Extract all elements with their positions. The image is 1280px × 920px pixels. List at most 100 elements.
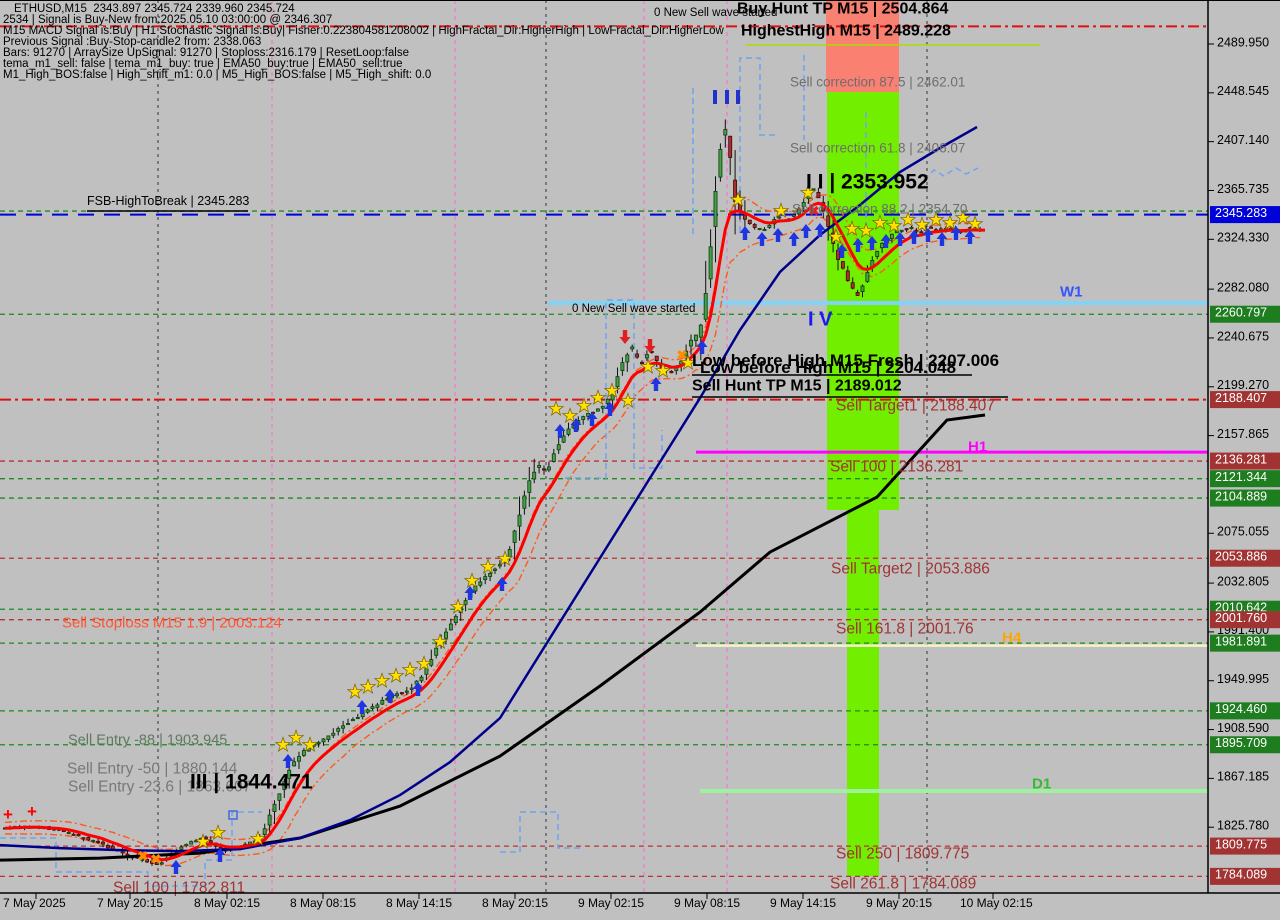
- bear-candle: [76, 833, 81, 837]
- star-signal-icon: ★: [431, 632, 448, 653]
- bull-candle: [806, 192, 811, 200]
- bull-candle: [321, 738, 326, 743]
- bull-candle: [537, 465, 542, 468]
- star-signal-icon: ★: [913, 215, 930, 236]
- bull-candle: [507, 549, 512, 557]
- bull-candle: [184, 844, 189, 847]
- sell-250-label: Sell 250 | 1809.775: [836, 845, 969, 862]
- bull-candle: [292, 761, 297, 767]
- price-axis-label: 2157.865: [1217, 427, 1269, 441]
- star-signal-icon: ★: [827, 227, 844, 248]
- bear-candle: [836, 249, 840, 260]
- buy-hunt-tp-label: Buy Hunt TP M15 | 2504.864: [737, 0, 948, 17]
- wave-ii-price-label: I I | 2353.952: [806, 170, 929, 193]
- price-badge-green: [1210, 634, 1280, 652]
- buy-arrow-icon: [496, 577, 508, 591]
- bull-candle: [880, 242, 885, 249]
- price-badge-label: 2010.642: [1215, 601, 1267, 615]
- bull-candle: [375, 704, 380, 708]
- buy-arrow-icon: [814, 223, 826, 237]
- bull-candle: [272, 803, 277, 812]
- bull-candle: [703, 293, 708, 320]
- bull-candle: [287, 769, 292, 779]
- bull-candle: [811, 188, 816, 191]
- bear-candle: [150, 860, 154, 864]
- bear-candle: [203, 836, 208, 840]
- bull-candle: [370, 706, 375, 709]
- bull-candle: [453, 615, 458, 624]
- fractal-step-line: [0, 811, 262, 887]
- bull-candle: [140, 858, 145, 861]
- bull-candle: [762, 229, 767, 232]
- price-axis-label: 2032.805: [1217, 574, 1269, 588]
- bull-candle: [306, 746, 311, 752]
- bull-candle: [336, 728, 341, 732]
- bull-candle: [194, 840, 199, 843]
- bear-candle: [747, 219, 752, 224]
- price-badge-green: [1210, 305, 1280, 323]
- price-axis-label: 2448.545: [1217, 84, 1269, 98]
- buy-arrow-icon: [852, 238, 864, 252]
- bull-candle: [615, 376, 620, 388]
- bear-candle: [635, 353, 640, 358]
- buy-arrow-icon: [788, 232, 800, 246]
- bear-candle: [733, 179, 738, 202]
- time-axis-label: 7 May 2025: [3, 896, 66, 910]
- buy-arrow-icon: [866, 236, 878, 250]
- bull-candle: [625, 354, 630, 363]
- signal-line: 2534 | Signal is Buy-New from:2025.05.10…: [3, 14, 333, 26]
- wave-count-tick: [725, 90, 729, 104]
- bull-candle: [350, 719, 355, 722]
- price-badge-label: 1924.460: [1215, 702, 1267, 716]
- envelope-lower-line: [4, 215, 981, 867]
- fsb-high-to-break-label: FSB-HighToBreak | 2345.283: [87, 194, 249, 208]
- time-axis-label: 8 May 02:15: [194, 896, 260, 910]
- sell-entry-88-label: Sell Entry -88 | 1903.945: [68, 733, 227, 749]
- price-badge-green: [1210, 736, 1280, 754]
- bull-candle: [395, 693, 399, 697]
- bull-candle: [448, 623, 453, 631]
- price-badge-green: [1210, 702, 1280, 720]
- star-signal-icon: ★: [729, 190, 746, 211]
- price-badge-label: 2104.889: [1215, 489, 1267, 503]
- bull-candle: [713, 190, 718, 227]
- sell-entry-50-label: Sell Entry -50 | 1880.144: [67, 760, 238, 777]
- sell-correction-618-label: Sell correction 61.8 | 2406.07: [790, 141, 965, 156]
- star-signal-icon: ★: [415, 654, 432, 675]
- sell-1618-label: Sell 161.8 | 2001.76: [836, 620, 974, 637]
- bull-candle: [267, 814, 272, 826]
- bos-shift-line: M1_High_BOS:false | High_shift_m1: 0.0 |…: [3, 69, 432, 81]
- price-axis-label: 2240.675: [1217, 329, 1269, 343]
- sell-hunt-tp-label: Sell Hunt TP M15 | 2189.012: [692, 377, 902, 394]
- bull-candle: [522, 495, 527, 509]
- bull-candle: [497, 564, 502, 567]
- bull-candle: [723, 129, 728, 136]
- bull-candle: [767, 224, 772, 228]
- bull-candle: [791, 214, 796, 217]
- orange-x-icon: ✖: [138, 849, 149, 864]
- star-signal-icon: ★: [885, 216, 902, 237]
- price-badge-label: 2053.886: [1215, 550, 1267, 564]
- bull-candle: [561, 435, 566, 443]
- bull-candle: [179, 846, 184, 850]
- bull-candle: [595, 408, 600, 412]
- bull-candle: [899, 229, 904, 232]
- bull-candle: [693, 334, 698, 341]
- bear-candle: [669, 370, 674, 374]
- fractal-step-line: [565, 299, 663, 479]
- price-axis-label: 2282.080: [1217, 280, 1269, 294]
- star-signal-icon: ★: [373, 671, 390, 692]
- price-axis-label: 2324.330: [1217, 231, 1269, 245]
- bull-candle: [282, 781, 287, 790]
- sell-correction-875-label: Sell correction 87.5 | 2462.01: [790, 75, 965, 90]
- bull-candle: [532, 471, 537, 480]
- highest-high-label: HighestHigh M15 | 2489.228: [741, 22, 951, 39]
- bull-candle: [493, 568, 497, 571]
- buy-arrow-icon: [772, 228, 784, 242]
- plus-mark-icon: +: [3, 805, 13, 824]
- star-signal-icon: ★: [941, 213, 958, 234]
- sell-stoploss-label: Sell Stoploss M15 1.9 | 2003.124: [62, 614, 282, 631]
- bull-candle: [517, 514, 522, 527]
